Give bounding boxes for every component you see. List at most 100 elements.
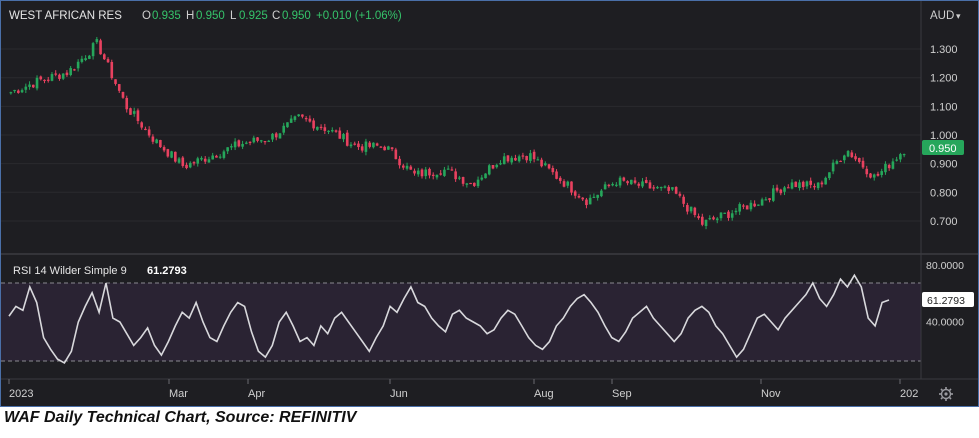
candle-body bbox=[469, 182, 472, 185]
candle-body bbox=[775, 187, 779, 191]
candle-body bbox=[473, 182, 476, 186]
candle-body bbox=[357, 143, 360, 148]
candle-body bbox=[476, 179, 480, 187]
rsi-axis[interactable]: 40.0000 80.0000 bbox=[926, 260, 964, 329]
candle-body bbox=[734, 210, 738, 213]
candle-body bbox=[24, 86, 28, 90]
candle-body bbox=[278, 133, 282, 139]
candle-body bbox=[166, 149, 170, 157]
candle-body bbox=[375, 143, 379, 146]
candle-body bbox=[387, 146, 390, 150]
candle-body bbox=[588, 197, 592, 205]
candle-body bbox=[263, 140, 267, 143]
candle-body bbox=[465, 183, 469, 185]
candle-body bbox=[46, 79, 50, 81]
candle-body bbox=[678, 193, 682, 196]
rsi-tick-label: 40.0000 bbox=[926, 317, 964, 329]
rsi-tick-label: 80.0000 bbox=[926, 260, 964, 272]
candle-body bbox=[854, 156, 857, 160]
candle-body bbox=[611, 183, 614, 186]
candle-body bbox=[704, 219, 708, 227]
candle-body bbox=[760, 199, 764, 206]
candle-body bbox=[282, 125, 286, 133]
candle-body bbox=[9, 92, 13, 94]
candle-body bbox=[723, 212, 727, 214]
candle-body bbox=[525, 156, 528, 161]
candle-body bbox=[876, 173, 880, 176]
gear-icon[interactable] bbox=[939, 387, 953, 401]
candle-body bbox=[31, 84, 35, 88]
candle-body bbox=[667, 186, 670, 191]
price-axis[interactable]: 0.700 0.800 0.900 1.000 1.100 1.200 1.300 bbox=[930, 44, 958, 228]
symbol-label: WEST AFRICAN RES bbox=[9, 10, 122, 22]
low-label: L bbox=[230, 10, 237, 22]
technical-chart[interactable]: WEST AFRICAN RES O 0.935 H 0.950 L 0.925… bbox=[1, 1, 978, 406]
candle-body bbox=[312, 120, 315, 129]
candle-body bbox=[330, 130, 334, 132]
candle-body bbox=[850, 152, 854, 158]
candle-body bbox=[555, 171, 558, 179]
candle-body bbox=[592, 196, 596, 198]
candle-body bbox=[13, 89, 16, 92]
candle-body bbox=[398, 158, 401, 166]
time-tick-label: Jun bbox=[390, 388, 408, 400]
time-tick-label: Sep bbox=[612, 388, 632, 400]
candle-body bbox=[245, 142, 248, 144]
candle-body bbox=[215, 155, 218, 158]
candle-body bbox=[84, 58, 87, 60]
candle-body bbox=[237, 140, 241, 147]
candle-body bbox=[140, 122, 143, 128]
candle-body bbox=[517, 156, 521, 162]
candle-body bbox=[159, 140, 162, 148]
candle-body bbox=[742, 205, 745, 207]
candle-body bbox=[682, 196, 685, 204]
candles[interactable] bbox=[9, 36, 906, 230]
candle-body bbox=[390, 147, 394, 150]
price-tick-label: 0.700 bbox=[930, 216, 958, 228]
candle-body bbox=[824, 177, 827, 185]
candle-body bbox=[155, 139, 158, 144]
candle-body bbox=[289, 118, 293, 123]
candle-body bbox=[480, 177, 484, 180]
candle-body bbox=[428, 168, 431, 176]
candle-body bbox=[544, 163, 547, 166]
candle-body bbox=[185, 164, 188, 169]
candle-body bbox=[637, 183, 641, 186]
currency-label[interactable]: AUD bbox=[930, 10, 954, 22]
chevron-down-icon[interactable]: ▾ bbox=[956, 11, 961, 21]
close-value: 0.950 bbox=[282, 10, 311, 22]
candle-body bbox=[633, 180, 637, 183]
candle-body bbox=[798, 182, 801, 189]
candle-body bbox=[801, 181, 805, 188]
candle-body bbox=[170, 151, 173, 158]
candle-body bbox=[600, 190, 603, 197]
candle-body bbox=[43, 79, 46, 82]
rsi-line[interactable] bbox=[8, 273, 890, 364]
candle-body bbox=[648, 182, 652, 189]
rsi-label: RSI 14 Wilder Simple 9 bbox=[13, 265, 127, 277]
candle-body bbox=[715, 218, 719, 221]
candle-body bbox=[652, 187, 656, 189]
candle-body bbox=[129, 108, 132, 115]
candle-body bbox=[745, 205, 749, 210]
candle-body bbox=[869, 173, 872, 178]
candle-body bbox=[54, 73, 58, 75]
candle-body bbox=[319, 126, 323, 129]
candle-body bbox=[622, 177, 626, 181]
open-value: 0.935 bbox=[152, 10, 181, 22]
candle-body bbox=[828, 172, 831, 179]
candle-body bbox=[372, 142, 375, 148]
candle-body bbox=[491, 164, 495, 169]
candle-body bbox=[816, 182, 820, 189]
candle-body bbox=[394, 149, 398, 160]
price-grid bbox=[1, 48, 921, 222]
candle-body bbox=[446, 168, 450, 170]
candle-body bbox=[58, 74, 61, 79]
candle-body bbox=[222, 151, 226, 158]
candle-body bbox=[615, 184, 618, 186]
candle-body bbox=[136, 110, 140, 121]
candle-body bbox=[17, 90, 20, 93]
time-axis[interactable]: 2023 Mar Apr Jun Aug Sep Nov 202 bbox=[8, 379, 918, 400]
candle-body bbox=[693, 207, 697, 215]
low-value: 0.925 bbox=[239, 10, 268, 22]
